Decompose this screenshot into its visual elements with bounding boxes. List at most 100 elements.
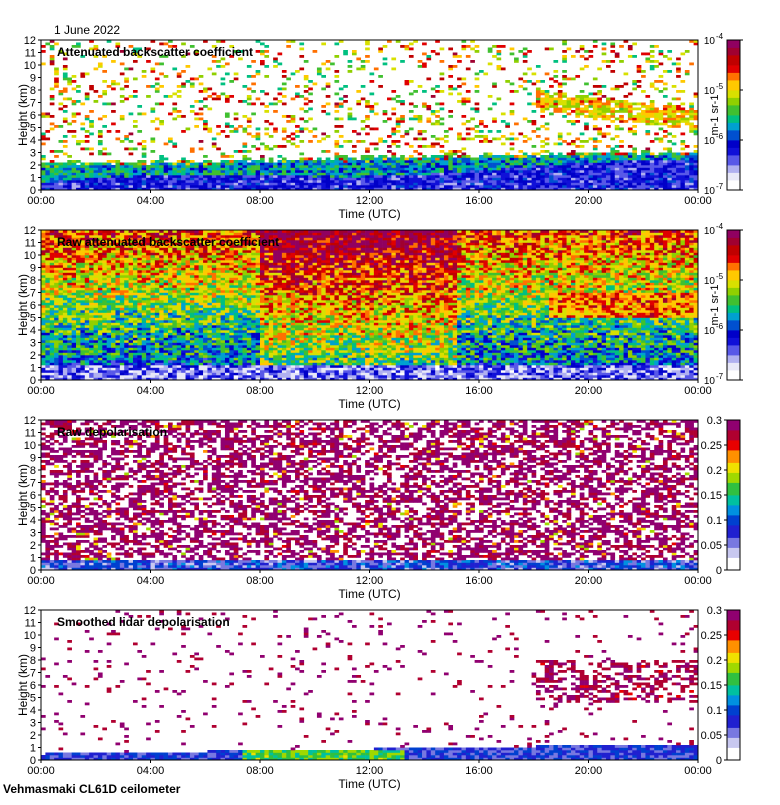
heatmap-cell	[615, 168, 620, 171]
heatmap-cell	[374, 163, 379, 166]
heatmap-cell	[89, 253, 94, 256]
heatmap-cell	[413, 115, 418, 118]
heatmap-cell	[435, 90, 440, 93]
heatmap-cell	[610, 45, 615, 48]
heatmap-cell	[115, 258, 120, 261]
heatmap-cell	[133, 90, 138, 93]
heatmap-cell	[391, 185, 396, 188]
heatmap-cell	[59, 280, 64, 283]
heatmap-cell	[155, 78, 160, 81]
heatmap-cell	[352, 173, 357, 176]
heatmap-cell	[54, 255, 59, 258]
heatmap-cell	[610, 180, 615, 183]
heatmap-cell	[405, 83, 410, 86]
heatmap-cell	[89, 343, 94, 346]
heatmap-cell	[45, 338, 50, 341]
heatmap-cell	[624, 165, 629, 168]
heatmap-cell	[172, 180, 177, 183]
heatmap-cell	[199, 183, 204, 186]
heatmap-cell	[553, 143, 558, 146]
heatmap-cell	[321, 43, 326, 46]
heatmap-cell	[221, 153, 226, 156]
heatmap-cell	[488, 185, 493, 188]
heatmap-cell	[194, 175, 199, 178]
heatmap-cell	[111, 310, 116, 313]
heatmap-cell	[510, 183, 515, 186]
heatmap-cell	[85, 303, 90, 306]
heatmap-cell	[111, 328, 116, 331]
heatmap-cell	[685, 163, 690, 166]
heatmap-cell	[54, 305, 59, 308]
heatmap-cell	[133, 165, 138, 168]
heatmap-cell	[532, 158, 537, 161]
colorbar-band	[727, 138, 740, 141]
heatmap-cell	[72, 265, 77, 268]
heatmap-cell	[584, 123, 589, 126]
heatmap-cell	[107, 368, 112, 371]
heatmap-cell	[593, 115, 598, 118]
heatmap-cell	[85, 313, 90, 316]
heatmap-cell	[221, 93, 226, 96]
heatmap-cell	[334, 183, 339, 186]
heatmap-cell	[597, 183, 602, 186]
heatmap-cell	[85, 258, 90, 261]
heatmap-cell	[45, 363, 50, 366]
heatmap-cell	[59, 260, 64, 263]
heatmap-cell	[624, 95, 629, 98]
heatmap-cell	[597, 133, 602, 136]
heatmap-cell	[672, 168, 677, 171]
heatmap-cell	[365, 105, 370, 108]
heatmap-cell	[151, 85, 156, 88]
heatmap-cell	[85, 293, 90, 296]
heatmap-cell	[190, 78, 195, 81]
heatmap-cell	[50, 313, 55, 316]
heatmap-cell	[120, 258, 125, 261]
heatmap-cell	[76, 343, 81, 346]
heatmap-cell	[278, 93, 283, 96]
heatmap-cell	[680, 120, 685, 123]
heatmap-cell	[260, 155, 265, 158]
heatmap-cell	[689, 185, 694, 188]
heatmap-cell	[137, 345, 142, 348]
heatmap-cell	[76, 308, 81, 311]
heatmap-cell	[89, 165, 94, 168]
heatmap-cell	[186, 128, 191, 131]
heatmap-cell	[63, 355, 68, 358]
heatmap-cell	[115, 180, 120, 183]
heatmap-cell	[505, 160, 510, 163]
heatmap-cell	[59, 338, 64, 341]
heatmap-cell	[54, 125, 59, 128]
heatmap-cell	[85, 168, 90, 171]
heatmap-cell	[536, 103, 541, 106]
heatmap-cell	[76, 348, 81, 351]
heatmap-cell	[457, 60, 462, 63]
heatmap-cell	[435, 85, 440, 88]
heatmap-cell	[59, 293, 64, 296]
heatmap-cell	[291, 163, 296, 166]
heatmap-cell	[615, 53, 620, 56]
heatmap-cell	[567, 48, 572, 51]
heatmap-cell	[41, 320, 46, 323]
heatmap-cell	[45, 335, 50, 338]
heatmap-cell	[527, 155, 532, 158]
heatmap-cell	[654, 138, 659, 141]
heatmap-cell	[461, 163, 466, 166]
heatmap-cell	[120, 350, 125, 353]
heatmap-cell	[129, 328, 134, 331]
heatmap-cell	[80, 320, 85, 323]
heatmap-cell	[76, 345, 81, 348]
heatmap-cell	[67, 358, 72, 361]
heatmap-cell	[129, 268, 134, 271]
heatmap-cell	[129, 335, 134, 338]
heatmap-cell	[405, 185, 410, 188]
heatmap-cell	[45, 365, 50, 368]
heatmap-cell	[89, 370, 94, 373]
heatmap-cell	[124, 258, 129, 261]
heatmap-cell	[89, 250, 94, 253]
heatmap-cell	[98, 330, 103, 333]
heatmap-cell	[115, 183, 120, 186]
heatmap-cell	[67, 98, 72, 101]
heatmap-cell	[111, 275, 116, 278]
heatmap-cell	[558, 163, 563, 166]
heatmap-cell	[549, 158, 554, 161]
